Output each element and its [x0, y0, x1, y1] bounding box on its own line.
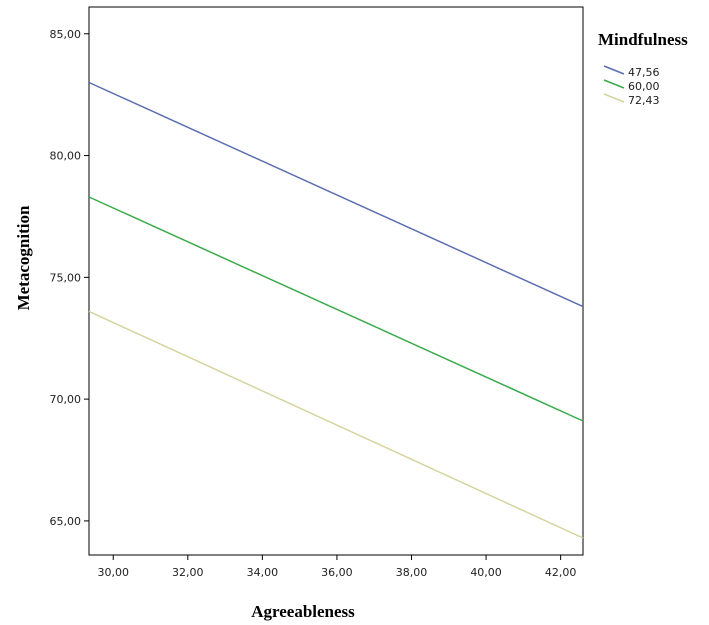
legend-swatch-2: [603, 79, 625, 89]
series-line-2: [88, 196, 584, 422]
x-tick-label: 42,00: [545, 566, 577, 579]
y-tick-label: 75,00: [50, 271, 82, 284]
series-line-1: [88, 81, 584, 308]
y-axis-ticks: 65,00 70,00 75,00 80,00 85,00: [50, 28, 89, 528]
y-tick-label: 65,00: [50, 515, 82, 528]
plot-area: [88, 6, 584, 556]
legend-swatch-1: [603, 65, 625, 75]
x-tick-label: 30,00: [97, 566, 129, 579]
y-tick-label: 80,00: [50, 150, 82, 163]
y-tick-label: 70,00: [50, 393, 82, 406]
x-tick-label: 36,00: [321, 566, 353, 579]
series-line-3: [88, 310, 584, 539]
x-tick-label: 32,00: [172, 566, 204, 579]
legend-label-3: 72,43: [628, 94, 660, 107]
y-tick-label: 85,00: [50, 28, 82, 41]
x-axis-title: Agreeableness: [251, 602, 355, 621]
legend-title: Mindfulness: [598, 30, 688, 49]
x-axis-ticks: 30,00 32,00 34,00 36,00 38,00 40,00 42,00: [97, 555, 576, 579]
x-tick-label: 34,00: [247, 566, 279, 579]
x-tick-label: 38,00: [396, 566, 428, 579]
legend-label-1: 47,56: [628, 66, 660, 79]
series-lines: [88, 81, 584, 539]
x-tick-label: 40,00: [470, 566, 502, 579]
legend-swatch-3: [603, 93, 625, 103]
y-axis-title: Metacognition: [14, 205, 33, 310]
legend-label-2: 60,00: [628, 80, 660, 93]
